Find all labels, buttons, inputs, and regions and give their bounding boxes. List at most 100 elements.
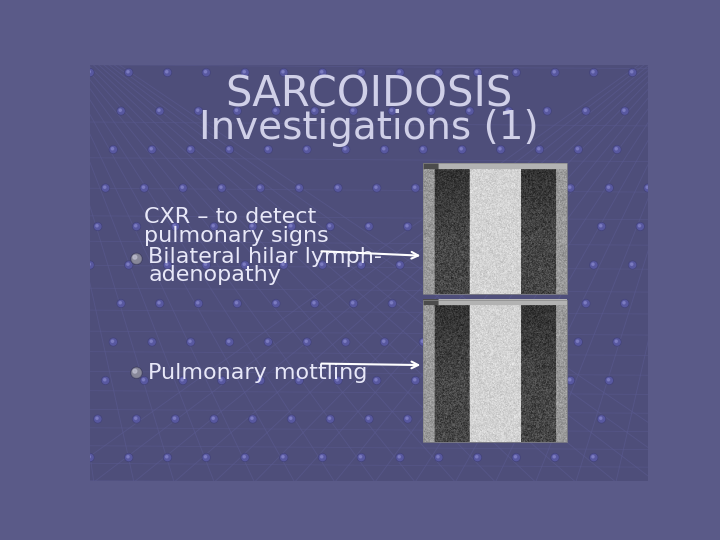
Circle shape — [297, 186, 300, 188]
Circle shape — [94, 224, 101, 230]
Circle shape — [474, 454, 482, 461]
Circle shape — [551, 261, 559, 269]
Circle shape — [567, 184, 575, 192]
Circle shape — [381, 146, 388, 153]
Circle shape — [522, 225, 524, 227]
Circle shape — [583, 300, 589, 307]
Circle shape — [561, 417, 563, 420]
Circle shape — [398, 71, 400, 73]
Circle shape — [220, 186, 222, 188]
Circle shape — [458, 146, 466, 153]
Circle shape — [336, 186, 338, 188]
Circle shape — [150, 340, 153, 342]
Circle shape — [365, 415, 373, 423]
Circle shape — [559, 415, 567, 423]
Circle shape — [357, 454, 365, 461]
Circle shape — [396, 261, 404, 269]
Circle shape — [404, 415, 412, 423]
Circle shape — [388, 300, 396, 307]
Circle shape — [544, 300, 551, 307]
Circle shape — [381, 338, 388, 346]
Circle shape — [505, 107, 513, 115]
Circle shape — [251, 417, 253, 420]
Circle shape — [467, 300, 473, 307]
Circle shape — [466, 107, 474, 115]
Circle shape — [320, 70, 325, 76]
Circle shape — [171, 415, 179, 423]
Circle shape — [132, 222, 140, 231]
Circle shape — [598, 416, 605, 422]
Circle shape — [629, 70, 636, 76]
Circle shape — [233, 107, 241, 115]
Circle shape — [429, 301, 431, 304]
Circle shape — [87, 70, 93, 76]
Circle shape — [522, 417, 524, 420]
Circle shape — [396, 454, 404, 461]
Circle shape — [226, 146, 233, 153]
Circle shape — [242, 70, 248, 76]
Circle shape — [303, 338, 311, 346]
Circle shape — [303, 146, 311, 153]
Circle shape — [513, 455, 519, 461]
Circle shape — [521, 224, 527, 230]
Circle shape — [559, 222, 567, 231]
Circle shape — [468, 301, 470, 304]
Circle shape — [195, 108, 202, 114]
Circle shape — [582, 107, 590, 115]
Circle shape — [210, 415, 218, 423]
Circle shape — [644, 184, 652, 192]
Circle shape — [592, 263, 594, 265]
Circle shape — [552, 262, 558, 268]
Circle shape — [127, 263, 129, 265]
Circle shape — [576, 340, 579, 342]
Circle shape — [613, 338, 621, 346]
Circle shape — [358, 70, 364, 76]
Circle shape — [436, 70, 442, 76]
Circle shape — [614, 146, 620, 153]
Circle shape — [102, 184, 109, 192]
Circle shape — [241, 69, 249, 76]
Text: SARCOIDOSIS: SARCOIDOSIS — [225, 73, 513, 115]
Text: adenopathy: adenopathy — [148, 265, 281, 285]
Circle shape — [126, 455, 132, 461]
Circle shape — [474, 261, 482, 269]
Circle shape — [606, 377, 613, 384]
Circle shape — [274, 301, 276, 304]
Circle shape — [476, 263, 478, 265]
Circle shape — [590, 261, 598, 269]
Circle shape — [443, 415, 451, 423]
Circle shape — [358, 262, 364, 268]
Circle shape — [212, 417, 215, 420]
Circle shape — [528, 185, 535, 191]
Circle shape — [474, 455, 481, 461]
Circle shape — [397, 70, 403, 76]
Circle shape — [202, 454, 210, 461]
Circle shape — [211, 416, 217, 422]
Circle shape — [102, 185, 109, 191]
Circle shape — [614, 339, 620, 345]
Circle shape — [264, 338, 272, 346]
Text: pulmonary signs: pulmonary signs — [144, 226, 329, 246]
Circle shape — [598, 415, 606, 423]
Circle shape — [359, 71, 361, 73]
Circle shape — [567, 377, 574, 383]
Circle shape — [131, 253, 142, 264]
Circle shape — [297, 379, 300, 381]
Circle shape — [157, 300, 163, 307]
Circle shape — [427, 107, 435, 115]
Circle shape — [148, 338, 156, 346]
Circle shape — [583, 108, 589, 114]
Circle shape — [181, 379, 184, 381]
Circle shape — [413, 186, 416, 188]
Circle shape — [86, 261, 94, 269]
Circle shape — [194, 107, 202, 115]
Circle shape — [179, 184, 187, 192]
Circle shape — [483, 225, 485, 227]
Circle shape — [592, 456, 594, 458]
Circle shape — [507, 109, 509, 111]
Circle shape — [311, 107, 319, 115]
Circle shape — [141, 377, 148, 383]
Circle shape — [623, 301, 625, 304]
Circle shape — [204, 71, 207, 73]
Circle shape — [538, 147, 540, 150]
